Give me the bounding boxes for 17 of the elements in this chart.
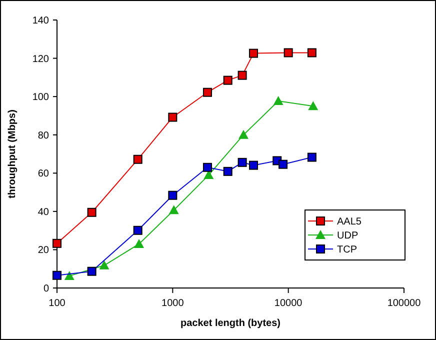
y-tick-label: 60 [38, 168, 50, 180]
y-tick-label: 0 [43, 284, 50, 294]
legend-label: UDP [337, 230, 358, 242]
y-tick-label: 80 [38, 130, 50, 142]
y-tick-label: 100 [32, 92, 50, 104]
y-tick-label: 140 [32, 16, 50, 26]
y-axis-title: throughput (Mbps) [7, 110, 18, 198]
x-tick-label: 1000 [162, 298, 184, 309]
legend-label: TCP [337, 244, 358, 256]
y-tick-label: 40 [38, 206, 50, 218]
x-tick-label: 100000 [387, 298, 422, 309]
x-tick-label: 100 [48, 298, 66, 309]
x-tick-label: 10000 [274, 298, 303, 309]
x-axis-title: packet length (bytes) [180, 318, 281, 329]
y-tick-label: 20 [38, 245, 50, 256]
y-tick-label: 120 [32, 54, 50, 65]
legend-label: AAL5 [337, 216, 362, 228]
